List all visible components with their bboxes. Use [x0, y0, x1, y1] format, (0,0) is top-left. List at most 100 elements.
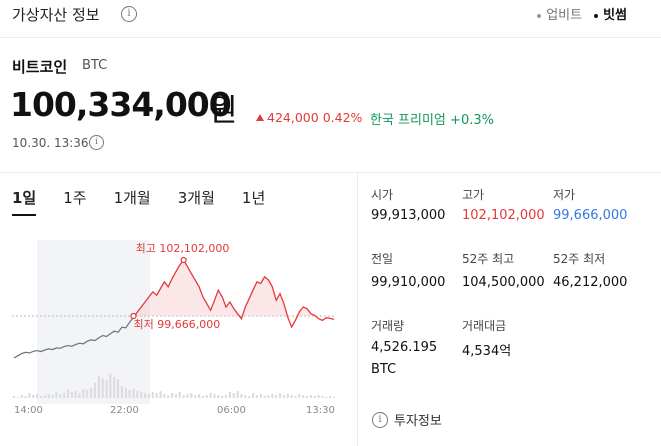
triangle-up-icon	[256, 114, 264, 121]
volume-bar	[186, 394, 189, 398]
tab-upbit[interactable]: 업비트	[537, 4, 582, 23]
volume-bar	[228, 392, 231, 398]
stat-volume-value: 4,526.195	[371, 340, 438, 355]
volume-bar	[70, 392, 73, 398]
x-tick-label: 22:00	[110, 405, 139, 416]
volume-bar	[240, 394, 243, 398]
volume-bar	[306, 396, 309, 398]
volume-bars	[13, 374, 336, 398]
volume-bar	[39, 396, 42, 398]
volume-bar	[259, 394, 262, 398]
volume-bar	[16, 397, 19, 398]
tab-bithumb-label: 빗썸	[603, 8, 627, 23]
stat-turnover-value: 4,534억	[462, 344, 512, 359]
price-unit: 원	[209, 93, 238, 129]
info-icon[interactable]: i	[121, 6, 137, 22]
chart-previous-day-shade	[37, 240, 150, 404]
volume-bar	[147, 394, 150, 398]
volume-bar	[101, 378, 104, 398]
volume-bar	[140, 392, 143, 398]
divider	[357, 173, 358, 446]
volume-bar	[198, 394, 201, 398]
info-icon[interactable]: i	[89, 135, 104, 150]
stat-low-value: 99,666,000	[553, 208, 628, 223]
volume-bar	[333, 397, 336, 398]
stat-low-label: 저가	[553, 188, 576, 202]
volume-bar	[182, 395, 185, 398]
volume-bar	[252, 393, 255, 398]
volume-bar	[329, 396, 332, 398]
price-line-past	[13, 316, 134, 359]
volume-bar	[55, 392, 58, 398]
volume-bar	[194, 395, 197, 398]
volume-bar	[97, 376, 100, 398]
volume-bar	[217, 395, 220, 398]
volume-bar	[63, 393, 66, 398]
volume-bar	[178, 392, 181, 398]
korea-premium: 한국 프리미엄 +0.3%	[370, 109, 494, 128]
volume-bar	[275, 395, 278, 398]
price-change: 424,000 0.42%	[256, 110, 362, 125]
stat-high-label: 고가	[462, 188, 485, 202]
volume-bar	[66, 390, 69, 398]
low-label: 최저 99,666,000	[134, 318, 221, 331]
volume-bar	[86, 390, 89, 398]
volume-bar	[43, 395, 46, 398]
volume-bar	[78, 393, 81, 398]
volume-bar	[24, 396, 27, 398]
volume-bar	[93, 383, 96, 398]
volume-bar	[109, 374, 112, 398]
volume-bar	[190, 393, 193, 398]
volume-bar	[201, 396, 204, 398]
tab-bithumb[interactable]: 빗썸	[594, 4, 627, 23]
volume-bar	[20, 395, 23, 398]
stat-prev-label: 전일	[371, 252, 394, 266]
x-tick-label: 14:00	[14, 405, 43, 416]
period-tabs: 1일 1주 1개월 3개월 1년	[12, 187, 292, 216]
volume-bar	[155, 393, 158, 398]
volume-bar	[151, 392, 154, 398]
stat-volume-label: 거래량	[371, 319, 405, 333]
current-price: 100,334,000	[10, 85, 232, 124]
tab-1day[interactable]: 1일	[12, 187, 37, 216]
stat-open-label: 시가	[371, 188, 394, 202]
volume-bar	[36, 394, 39, 398]
volume-bar	[213, 394, 216, 398]
volume-bar	[28, 393, 31, 398]
stat-volume-unit: BTC	[371, 362, 397, 377]
divider	[0, 172, 661, 173]
volume-bar	[132, 389, 135, 398]
volume-bar	[267, 395, 270, 398]
volume-bar	[105, 380, 108, 398]
invest-info-link[interactable]: i 투자정보	[372, 410, 442, 429]
exchange-tabs: 업비트 빗썸	[537, 4, 627, 23]
volume-bar	[325, 397, 328, 398]
stat-52w-high-label: 52주 최고	[462, 252, 515, 266]
tab-upbit-label: 업비트	[546, 8, 583, 23]
price-area-fill	[133, 260, 334, 316]
coin-symbol: BTC	[82, 58, 108, 73]
stat-52w-low-label: 52주 최저	[553, 252, 606, 266]
premium-label: 한국 프리미엄	[370, 113, 446, 128]
tab-1month[interactable]: 1개월	[113, 189, 151, 207]
volume-bar	[51, 395, 54, 398]
volume-bar	[163, 394, 166, 398]
tab-1week[interactable]: 1주	[63, 189, 87, 207]
stat-52w-high-value: 104,500,000	[462, 275, 545, 290]
volume-bar	[144, 393, 147, 398]
volume-bar	[171, 393, 174, 398]
stat-52w-low-value: 46,212,000	[553, 275, 628, 290]
volume-bar	[174, 394, 177, 398]
price-chart[interactable]: 최고 102,102,000 최저 99,666,000 14:00 22:00…	[0, 226, 345, 420]
volume-bar	[205, 395, 208, 398]
volume-bar	[13, 396, 16, 398]
x-tick-label: 06:00	[217, 405, 246, 416]
volume-bar	[32, 395, 35, 398]
tab-3month[interactable]: 3개월	[177, 189, 215, 207]
volume-bar	[302, 395, 305, 398]
x-tick-label: 13:30	[306, 405, 335, 416]
tab-1year[interactable]: 1년	[241, 189, 266, 207]
volume-bar	[317, 395, 320, 398]
volume-bar	[159, 391, 162, 398]
volume-bar	[313, 396, 316, 398]
